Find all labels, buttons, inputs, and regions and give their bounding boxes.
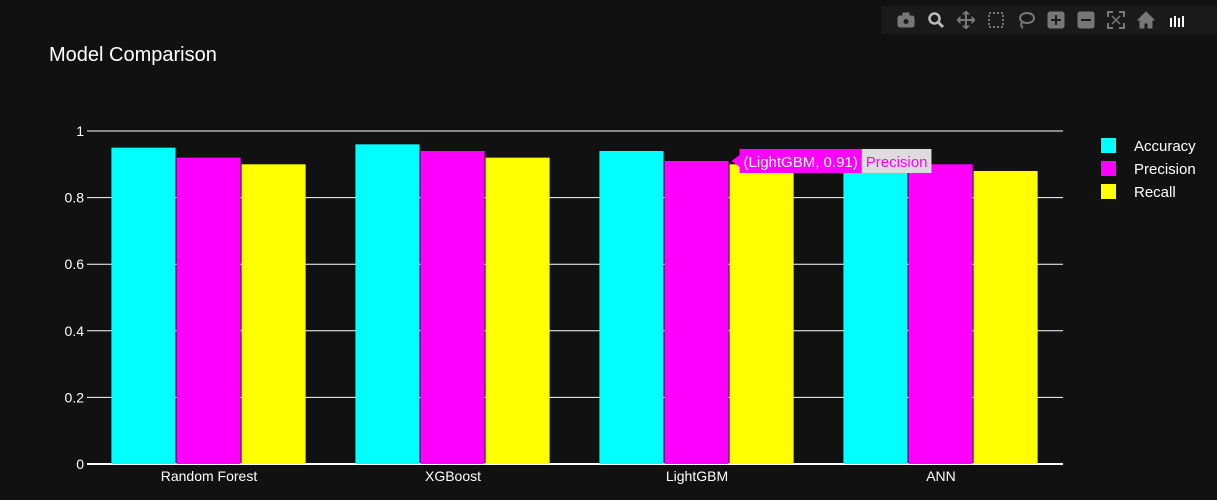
camera-icon[interactable] <box>893 7 919 33</box>
x-tick-label: Random Forest <box>161 468 258 484</box>
reset-axes-icon[interactable] <box>1133 7 1159 33</box>
plotly-logo-icon[interactable] <box>1163 7 1189 33</box>
bar-accuracy[interactable] <box>599 150 664 465</box>
tooltip-box <box>739 148 862 173</box>
hover-tooltip: (LightGBM, 0.91) Precision <box>731 148 932 173</box>
x-axis: Random Forest XGBoost LightGBM ANN <box>161 468 956 484</box>
bar-recall[interactable] <box>241 164 306 465</box>
legend-swatch-recall[interactable] <box>1101 184 1116 199</box>
legend-swatch-accuracy[interactable] <box>1101 138 1116 153</box>
bar-recall[interactable] <box>973 170 1038 464</box>
bar-accuracy[interactable] <box>843 157 908 464</box>
zoom-icon[interactable] <box>923 7 949 33</box>
y-tick-label: 0.6 <box>65 256 85 272</box>
legend-label[interactable]: Recall <box>1134 184 1176 201</box>
x-tick-label: LightGBM <box>666 468 728 484</box>
legend-label[interactable]: Accuracy <box>1134 138 1196 155</box>
bar-precision[interactable] <box>664 160 729 464</box>
y-tick-label: 0.8 <box>65 190 85 206</box>
legend-swatch-precision[interactable] <box>1101 161 1116 176</box>
bars-layer <box>111 144 1038 465</box>
zoom-in-icon[interactable] <box>1043 7 1069 33</box>
bar-precision[interactable] <box>420 150 485 465</box>
y-tick-label: 1 <box>76 123 84 139</box>
x-tick-label: ANN <box>926 468 956 484</box>
tooltip-series-box <box>861 148 932 173</box>
tooltip-arrow <box>731 154 740 167</box>
bar-accuracy[interactable] <box>355 144 420 464</box>
lasso-icon[interactable] <box>1013 7 1039 33</box>
x-tick-label: XGBoost <box>425 468 481 484</box>
bar-recall[interactable] <box>485 157 550 464</box>
y-tick-label: 0 <box>76 456 84 472</box>
bar-accuracy[interactable] <box>111 147 176 464</box>
tooltip-text: (LightGBM, 0.91) <box>744 154 858 171</box>
bar-precision[interactable] <box>908 164 973 465</box>
legend: Accuracy Precision Recall <box>1101 138 1196 201</box>
bar-precision[interactable] <box>176 157 241 464</box>
zoom-out-icon[interactable] <box>1073 7 1099 33</box>
y-tick-label: 0.4 <box>65 323 85 339</box>
modebar <box>881 6 1217 34</box>
tooltip-series-label: Precision <box>866 154 928 171</box>
autoscale-icon[interactable] <box>1103 7 1129 33</box>
legend-label[interactable]: Precision <box>1134 161 1196 178</box>
y-tick-label: 0.2 <box>65 389 85 405</box>
y-axis: 0 0.2 0.4 0.6 0.8 1 <box>65 123 85 472</box>
pan-icon[interactable] <box>953 7 979 33</box>
bar-recall[interactable] <box>729 164 794 465</box>
chart-title: Model Comparison <box>49 44 217 66</box>
box-select-icon[interactable] <box>983 7 1009 33</box>
